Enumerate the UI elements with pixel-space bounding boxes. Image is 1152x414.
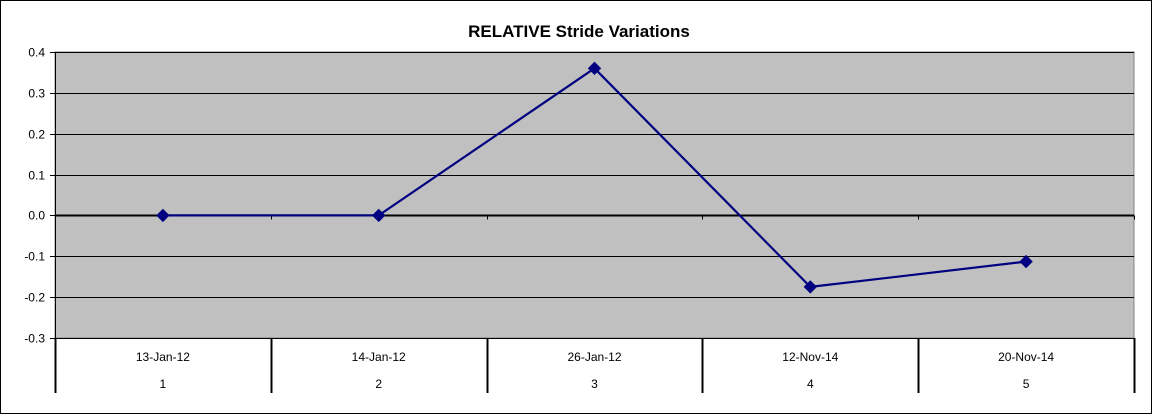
y-tick-label: -0.3	[24, 332, 45, 346]
x-category-label: 12-Nov-14	[782, 350, 838, 364]
y-tick-label: 0.1	[28, 169, 45, 183]
y-tick-label: 0.4	[28, 46, 45, 60]
x-category-index: 2	[375, 377, 382, 391]
data-point-marker	[803, 280, 818, 294]
plot-area	[54, 51, 1135, 339]
x-category-index: 5	[1023, 377, 1030, 391]
x-category-index: 1	[160, 377, 167, 391]
y-tick-label: -0.1	[24, 250, 45, 264]
x-category-label: 20-Nov-14	[998, 350, 1054, 364]
data-point-marker	[1019, 254, 1033, 269]
y-tick-label: 0.2	[28, 128, 45, 142]
data-point-marker	[156, 208, 170, 223]
plot-area-group: 0.4 0.3 0.2 0.1 0.0 -0.1 -0.2 -0.3 13-Jan-12 1 14-…	[24, 46, 1136, 393]
x-category-label: 26-Jan-12	[567, 350, 621, 364]
chart-title: RELATIVE Stride Variations	[468, 22, 690, 41]
data-point-marker	[371, 208, 386, 223]
y-tick-label: 0.3	[28, 87, 45, 101]
x-category-label: 13-Jan-12	[136, 350, 190, 364]
x-category-index: 3	[591, 377, 598, 391]
y-tick-label: -0.2	[24, 291, 45, 305]
y-tick-label: 0.0	[28, 209, 45, 223]
data-point-marker	[587, 61, 602, 76]
x-category-label: 14-Jan-12	[352, 350, 406, 364]
x-category-index: 4	[807, 377, 814, 391]
